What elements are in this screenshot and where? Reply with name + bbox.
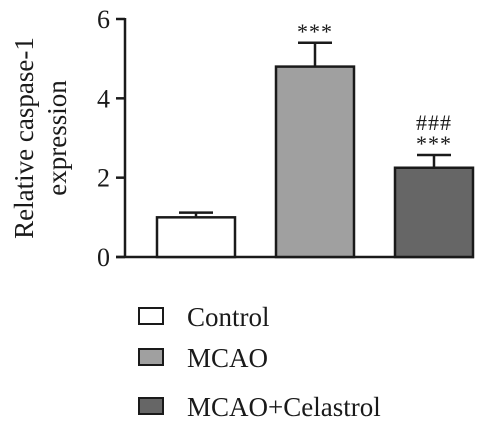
legend-label: MCAO [187,343,268,373]
legend-swatch [138,307,164,325]
y-tick-label: 2 [97,164,110,193]
significance-label: *** [416,131,452,156]
bar-control [155,216,237,259]
error-bars-layer [179,41,451,218]
bars-layer [155,65,475,259]
legend: Control MCAO MCAO+Celastrol [138,302,381,422]
y-tick-label: 0 [97,243,110,272]
bar-mcao [274,65,356,259]
bar-mcao-celastrol [393,166,475,259]
y-tick-label: 4 [97,84,110,113]
legend-label: MCAO+Celastrol [187,392,381,422]
y-axis-title-line-1: Relative caspase-1 [9,37,39,239]
significance-label: ### [416,110,452,135]
y-axis-title: Relative caspase-1 expression [9,37,72,239]
legend-label: Control [187,302,270,332]
y-axis-title-line-2: expression [42,80,72,196]
legend-swatch [138,397,164,415]
y-tick-label: 6 [97,5,110,34]
legend-swatch [138,348,164,366]
significance-label: *** [297,19,333,44]
significance-layer: ******### [297,19,452,156]
